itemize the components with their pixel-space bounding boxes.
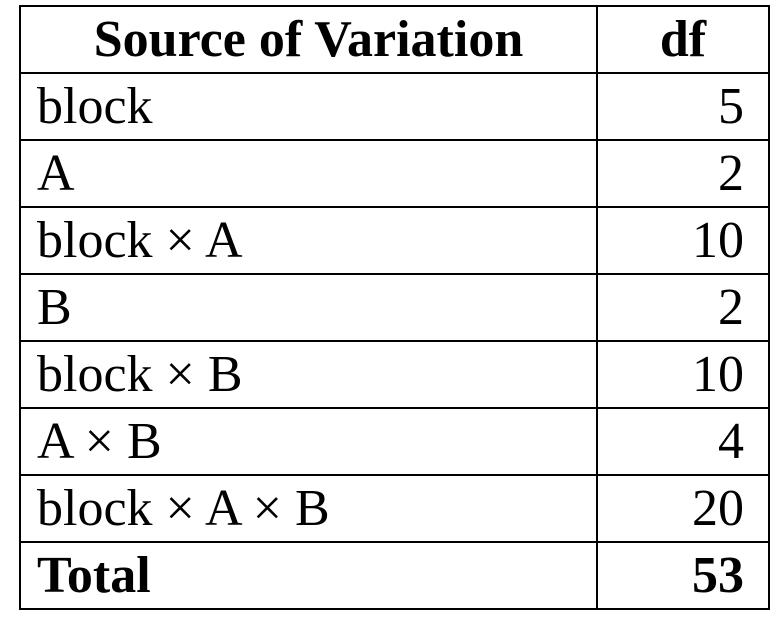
table-row: block × B 10 [19,340,770,409]
table-row: A × B 4 [19,407,770,476]
anova-df-table: Source of Variation df block 5 A 2 block… [19,5,770,610]
header-source-of-variation: Source of Variation [19,5,598,74]
header-df: df [596,5,770,74]
table-row: block × A × B 20 [19,474,770,543]
row-df-cell: 20 [596,474,770,543]
row-df-cell: 2 [596,273,770,342]
row-source-cell: block × A × B [19,474,598,543]
row-source-cell: A × B [19,407,598,476]
row-df-cell: 10 [596,206,770,275]
row-source-cell: block × B [19,340,598,409]
total-label-cell: Total [19,541,598,610]
total-df-cell: 53 [596,541,770,610]
total-row: Total 53 [19,541,770,610]
table-row: B 2 [19,273,770,342]
row-source-cell: B [19,273,598,342]
row-source-cell: block [19,72,598,141]
row-df-cell: 10 [596,340,770,409]
row-source-cell: A [19,139,598,208]
row-df-cell: 4 [596,407,770,476]
table-row: A 2 [19,139,770,208]
header-row: Source of Variation df [19,5,770,74]
table-row: block × A 10 [19,206,770,275]
table-row: block 5 [19,72,770,141]
row-source-cell: block × A [19,206,598,275]
row-df-cell: 5 [596,72,770,141]
row-df-cell: 2 [596,139,770,208]
